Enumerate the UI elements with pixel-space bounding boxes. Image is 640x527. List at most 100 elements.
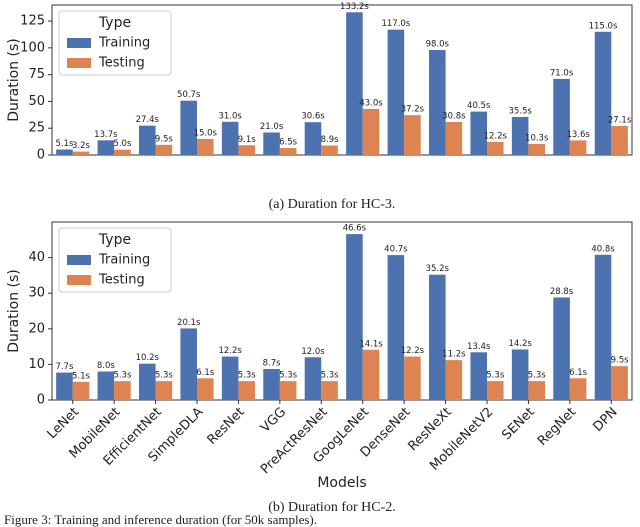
value-label: 20.1s xyxy=(177,318,201,328)
value-label: 5.3s xyxy=(321,371,340,381)
value-label: 11.2s xyxy=(442,350,466,360)
y-tick-label: 30 xyxy=(28,286,45,301)
bar xyxy=(362,349,380,400)
value-label: 8.7s xyxy=(263,359,282,369)
bar xyxy=(72,381,90,400)
bar xyxy=(114,149,131,155)
bar xyxy=(180,328,197,400)
value-label: 14.1s xyxy=(359,339,383,349)
bar xyxy=(279,148,297,155)
bar xyxy=(362,108,380,155)
bar xyxy=(387,29,405,156)
value-label: 8.0s xyxy=(97,361,116,371)
y-tick-label: 100 xyxy=(20,40,45,55)
bar xyxy=(97,140,115,155)
value-label: 5.3s xyxy=(155,371,174,381)
value-label: 12.2s xyxy=(401,346,425,356)
legend-title: Type xyxy=(98,15,131,31)
value-label: 5.0s xyxy=(113,139,132,149)
bar xyxy=(346,234,363,400)
y-tick-label: 50 xyxy=(28,94,45,109)
bar xyxy=(238,381,255,400)
bar xyxy=(553,297,570,400)
value-label: 28.8s xyxy=(550,287,574,297)
value-label: 6.1s xyxy=(569,368,588,378)
value-label: 9.5s xyxy=(155,134,174,144)
value-label: 9.5s xyxy=(611,356,630,366)
caption: (a) Duration for HC-3. xyxy=(269,197,396,212)
value-label: 27.1s xyxy=(608,115,632,125)
bar xyxy=(321,381,338,400)
value-label: 5.3s xyxy=(238,371,257,381)
value-label: 6.1s xyxy=(196,368,215,378)
value-label: 115.0s xyxy=(589,21,618,31)
bar xyxy=(221,356,239,400)
value-label: 35.5s xyxy=(508,106,532,116)
bar xyxy=(528,143,545,155)
value-label: 30.8s xyxy=(442,112,466,122)
value-label: 13.4s xyxy=(467,342,491,352)
bar xyxy=(569,378,587,400)
y-tick-label: 20 xyxy=(28,321,45,336)
x-tick-label: LeNet xyxy=(45,405,82,442)
value-label: 6.5s xyxy=(279,138,298,148)
bar xyxy=(197,138,214,155)
value-label: 7.7s xyxy=(55,362,74,372)
bar xyxy=(594,31,612,156)
bar xyxy=(569,140,587,155)
value-label: 40.7s xyxy=(384,245,408,255)
value-label: 5.3s xyxy=(279,371,298,381)
plot-frame xyxy=(51,4,633,156)
value-label: 5.1s xyxy=(72,371,91,381)
value-label: 9.1s xyxy=(238,135,257,145)
x-tick-label: SENet xyxy=(499,405,537,443)
bar xyxy=(429,50,446,155)
bar xyxy=(445,360,463,400)
y-tick-label: 0 xyxy=(37,148,45,163)
bar xyxy=(429,274,446,400)
value-label: 40.5s xyxy=(467,101,491,111)
legend-label: Training xyxy=(98,253,150,268)
value-label: 71.0s xyxy=(550,68,574,78)
value-label: 40.8s xyxy=(591,244,615,254)
y-tick-label: 10 xyxy=(28,357,45,372)
value-label: 5.3s xyxy=(528,371,547,381)
bar xyxy=(238,145,255,155)
y-tick-label: 0 xyxy=(37,393,45,408)
bar xyxy=(56,149,73,155)
y-tick-label: 25 xyxy=(28,121,45,136)
bar xyxy=(279,381,297,400)
bar xyxy=(139,125,156,155)
y-axis-label: Duration (s) xyxy=(6,38,22,121)
bar xyxy=(155,381,173,400)
bar xyxy=(97,371,115,400)
y-tick-label: 125 xyxy=(20,14,45,29)
legend-label: Training xyxy=(98,36,150,51)
value-label: 27.4s xyxy=(136,115,160,125)
value-label: 14.2s xyxy=(508,339,532,349)
bar xyxy=(404,115,421,155)
bar xyxy=(56,372,73,400)
value-label: 5.3s xyxy=(486,371,505,381)
value-label: 8.9s xyxy=(321,135,340,145)
value-label: 10.2s xyxy=(136,353,160,363)
value-label: 46.6s xyxy=(343,224,367,234)
y-tick-label: 40 xyxy=(28,250,45,265)
bar xyxy=(114,381,131,400)
value-label: 133.2s xyxy=(340,2,369,12)
bar xyxy=(470,111,487,155)
bar xyxy=(180,100,197,155)
plot-frame xyxy=(51,221,633,401)
bar xyxy=(511,349,529,400)
legend-label: Testing xyxy=(98,273,145,288)
bar xyxy=(221,121,239,155)
bar xyxy=(304,122,322,155)
bar xyxy=(553,78,570,155)
x-tick-label: ResNet xyxy=(205,405,248,448)
x-tick-label: RegNet xyxy=(535,405,579,449)
value-label: 3.2s xyxy=(72,141,91,151)
value-label: 10.3s xyxy=(525,133,549,143)
value-label: 37.2s xyxy=(401,105,425,115)
value-label: 117.0s xyxy=(381,19,410,29)
value-label: 13.7s xyxy=(94,130,118,140)
